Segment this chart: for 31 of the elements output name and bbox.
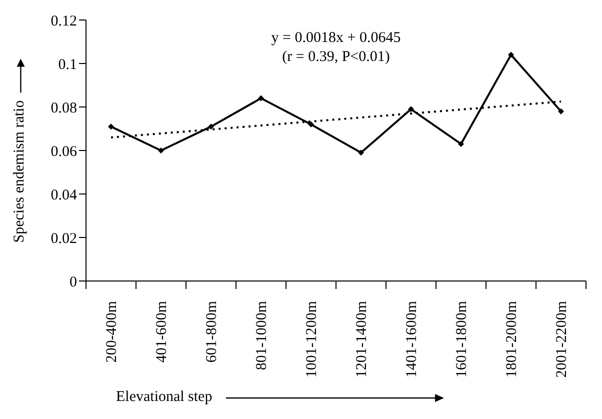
x-tick-label: 601-800m [204, 300, 220, 363]
y-tick-label: 0.06 [50, 144, 78, 160]
point [208, 124, 214, 130]
x-tick-label: 401-600m [154, 300, 170, 363]
y-axis-title: Species endemism ratio [12, 100, 28, 243]
x-tick-label: 801-1000m [254, 300, 270, 370]
y-tick-label: 0.04 [50, 187, 78, 204]
x-tick-label: 1201-1400m [354, 300, 370, 378]
x-tick-label: 1801-2000m [504, 300, 520, 378]
annotation: (r = 0.39, P<0.01) [281, 49, 391, 66]
point [408, 106, 414, 112]
point [308, 121, 314, 128]
y-tick-label: 0.12 [50, 13, 77, 30]
x-tick-label: 1401-1600m [404, 300, 420, 378]
point [258, 95, 264, 102]
y-tick-label: 0.02 [50, 230, 77, 247]
point [508, 52, 514, 58]
annotation: y = 0.0018x + 0.0645 [270, 30, 402, 47]
point [358, 150, 364, 156]
y-tick-label: 0.08 [50, 100, 77, 116]
point [158, 148, 164, 154]
y-tick-label: 0 [70, 274, 77, 290]
x-tick-label: 1601-1800m [454, 300, 470, 378]
y-tick-label: 0.1 [58, 56, 77, 73]
x-tick-label: 200-400m [104, 300, 120, 363]
x-axis-title: Elevational step [116, 389, 212, 406]
point [558, 108, 564, 114]
point [108, 124, 114, 130]
point [458, 140, 464, 147]
x-tick-label: 2001-2200m [554, 300, 570, 378]
x-tick-label: 1001-1200m [304, 300, 320, 378]
